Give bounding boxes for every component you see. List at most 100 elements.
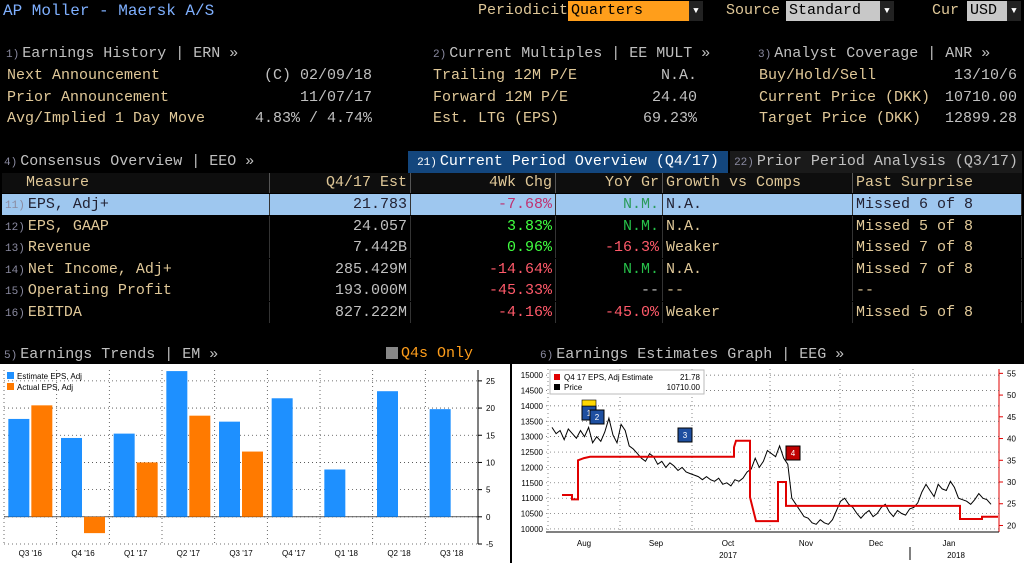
actual-bar — [84, 516, 105, 534]
estimate-revision-marker[interactable] — [589, 409, 605, 425]
x-tick-label: Q3 '17 — [229, 549, 253, 558]
consensus-overview-link[interactable]: 4) Consensus Overview | EEO » — [4, 153, 255, 170]
row-number: 12) — [5, 221, 25, 234]
line-chart-legend: Q4 17 EPS, Adj Estimate 21.78 Price 1071… — [549, 369, 705, 395]
periodicity-label: Periodicity — [478, 2, 578, 19]
cell-surprise: -- — [853, 280, 1022, 301]
cell-measure: 16) EBITDA — [2, 301, 270, 323]
row-number: 13) — [5, 243, 25, 255]
earnings-estimates-graph-link[interactable]: 6) Earnings Estimates Graph | EEG » — [540, 346, 845, 363]
x-tick-label: Q4 '16 — [71, 549, 95, 558]
estimate-revision-marker[interactable] — [785, 445, 801, 461]
estimate-bar — [219, 421, 240, 517]
cell-comps: N.A. — [663, 194, 853, 215]
tab-prior-period[interactable]: 22) Prior Period Analysis (Q3/17) — [730, 151, 1022, 173]
cell-comps: N.A. — [663, 258, 853, 280]
cell-est: 827.222M — [270, 301, 411, 323]
line-chart-left-ticks: 10000 10500 11000 11500 12000 12500 13000 13500… — [521, 371, 544, 534]
periodicity-select[interactable]: Quarters — [568, 1, 689, 21]
col-past-surprise[interactable]: Past Surprise — [853, 173, 1022, 193]
bar-chart-legend: Estimate EPS, Adj Actual EPS, Adj — [7, 372, 82, 392]
measure-label: EPS, GAAP — [27, 217, 109, 235]
q4s-only-label[interactable]: Q4s Only — [401, 345, 474, 362]
cell-measure: 12) EPS, GAAP — [2, 215, 270, 237]
row-number: 16) — [5, 307, 25, 320]
x-tick-label: Q2 '18 — [387, 549, 411, 558]
marker-label: 3 — [683, 431, 688, 440]
cell-est: 285.429M — [270, 258, 411, 280]
security-title[interactable]: AP Moller - Maersk A/S — [3, 2, 215, 20]
source-select[interactable]: Standard — [786, 1, 880, 21]
estimate-bar — [61, 437, 82, 517]
top-bar: AP Moller - Maersk A/S Periodicity Quart… — [0, 0, 1024, 24]
buy-hold-sell-value: 13/10/6 — [953, 67, 1017, 84]
measure-label: Net Income, Adj+ — [27, 260, 172, 278]
marker-label: 4 — [791, 449, 796, 458]
currency-dropdown-icon[interactable]: ▼ — [1007, 1, 1021, 21]
cell-est: 21.783 — [270, 194, 411, 215]
legend-eps-label: Q4 17 EPS, Adj Estimate — [564, 373, 653, 382]
col-4wk-chg[interactable]: 4Wk Chg — [411, 173, 556, 193]
est-ltg-label: Est. LTG (EPS) — [433, 110, 560, 127]
cell-surprise: Missed 5 of 8 — [853, 301, 1022, 323]
line-chart-grid — [546, 369, 1000, 560]
table-row[interactable]: 14) Net Income, Adj+ 285.429M -14.64% N.M. N.… — [2, 258, 1022, 280]
legend-price-value: 10710.00 — [667, 383, 701, 392]
legend-actual-label: Actual EPS, Adj — [17, 383, 73, 392]
current-multiples-link[interactable]: 2) Current Multiples | EE MULT » — [433, 45, 711, 62]
x-tick-label: Q4 '17 — [282, 549, 306, 558]
x-tick-label: Q1 '17 — [124, 549, 148, 558]
right-tick-label: 55 — [1007, 369, 1016, 378]
earnings-history-link[interactable]: 1) Earnings History | ERN » — [6, 45, 239, 62]
earnings-trends-link[interactable]: 5) Earnings Trends | EM » — [4, 346, 219, 363]
x-tick-label: Dec — [869, 539, 883, 548]
marker-label: 2 — [595, 413, 600, 422]
estimate-bar — [324, 469, 346, 517]
currency-select[interactable]: USD — [967, 1, 1007, 21]
cell-measure: 11) EPS, Adj+ — [2, 194, 270, 215]
cell-surprise: Missed 7 of 8 — [853, 258, 1022, 280]
row-number: 11) — [5, 200, 25, 212]
table-row[interactable]: 16) EBITDA 827.222M -4.16% -45.0% Weaker Misse… — [2, 301, 1022, 323]
current-price-label: Current Price (DKK) — [759, 89, 931, 106]
target-price-value: 12899.28 — [944, 110, 1017, 127]
cell-est: 193.000M — [270, 280, 411, 301]
earnings-estimates-chart[interactable]: 1 2 3 4 10000 10500 11000 11500 12000 12500 13000… — [512, 364, 1024, 563]
cell-measure: 14) Net Income, Adj+ — [2, 258, 270, 280]
trailing-pe-label: Trailing 12M P/E — [433, 67, 578, 84]
cell-comps: -- — [663, 280, 853, 301]
estimate-revision-marker[interactable] — [677, 427, 693, 443]
analyst-coverage-link[interactable]: 3) Analyst Coverage | ANR » — [758, 45, 991, 62]
y-tick-label: 10 — [486, 458, 495, 467]
line-chart-x-ticks: Aug Sep Oct Nov Dec Jan 2017 2018 — [577, 539, 966, 560]
source-dropdown-icon[interactable]: ▼ — [880, 1, 894, 21]
estimate-bar — [271, 398, 293, 517]
cell-chg: -7.68% — [411, 194, 556, 215]
table-row[interactable]: 12) EPS, GAAP 24.057 3.83% N.M. N.A. Missed 5 … — [2, 215, 1022, 237]
cell-surprise: Missed 5 of 8 — [853, 215, 1022, 237]
right-tick-label: 30 — [1007, 478, 1016, 487]
col-measure[interactable]: Measure — [2, 173, 270, 193]
legend-eps-swatch — [554, 374, 560, 380]
measure-label: Operating Profit — [27, 282, 172, 299]
col-estimate[interactable]: Q4/17 Est — [270, 173, 411, 193]
table-row[interactable]: 13) Revenue 7.442B 0.96% -16.3% Weaker Missed … — [2, 237, 1022, 258]
periodicity-dropdown-icon[interactable]: ▼ — [689, 1, 703, 21]
prior-announcement-value: 11/07/17 — [299, 89, 372, 106]
cell-measure: 13) Revenue — [2, 237, 270, 258]
line-chart-background — [512, 364, 1024, 563]
implied-move-label: Avg/Implied 1 Day Move — [7, 110, 206, 127]
tab-current-period[interactable]: 21) Current Period Overview (Q4/17) — [408, 151, 728, 173]
next-announcement-value: (C) 02/09/18 — [263, 67, 372, 84]
y-tick-label: 5 — [486, 486, 491, 495]
q4s-only-checkbox[interactable] — [386, 347, 398, 359]
line-chart-markers: 1 2 3 4 — [581, 399, 801, 461]
cell-yoy: -- — [556, 280, 663, 301]
y-tick-label: 0 — [486, 513, 491, 522]
table-row[interactable]: 11) EPS, Adj+ 21.783 -7.68% N.M. N.A. Missed 6… — [2, 194, 1022, 215]
col-yoy[interactable]: YoY Gr — [556, 173, 663, 193]
cell-yoy: N.M. — [556, 215, 663, 237]
table-row[interactable]: 15) Operating Profit 193.000M -45.33% -- -- -- — [2, 280, 1022, 301]
col-growth-comps[interactable]: Growth vs Comps — [663, 173, 853, 193]
